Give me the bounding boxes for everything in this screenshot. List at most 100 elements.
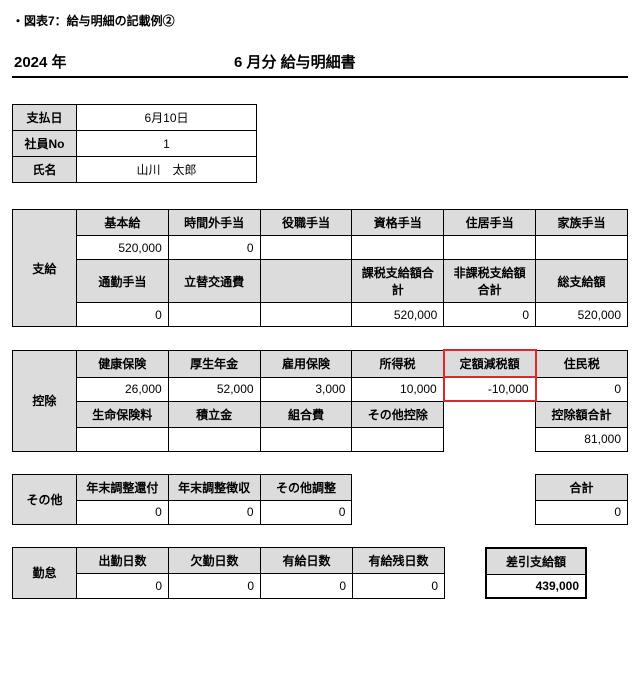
- col-header: 出勤日数: [77, 547, 169, 574]
- cell-value: [444, 236, 536, 260]
- col-header: 総支給額: [536, 260, 628, 303]
- table-row: その他 年末調整還付 年末調整徴収 その他調整 合計: [13, 474, 628, 500]
- cell-value: 520,000: [76, 236, 168, 260]
- empty-cell: [352, 474, 444, 500]
- col-header: 住民税: [536, 350, 628, 377]
- col-header: 住居手当: [444, 210, 536, 236]
- emp-no-value: 1: [77, 131, 257, 157]
- table-row: 支払日 6月10日: [13, 105, 257, 131]
- cell-value: 52,000: [168, 377, 260, 401]
- cell-value: [260, 427, 352, 451]
- cell-value: 0: [260, 500, 352, 524]
- net-pay-value: 439,000: [486, 574, 586, 598]
- col-header: 基本給: [76, 210, 168, 236]
- empty-cell: [444, 401, 536, 427]
- cell-value: [352, 427, 444, 451]
- cell-value: 0: [76, 303, 168, 327]
- col-header: 時間外手当: [168, 210, 260, 236]
- table-row: 差引支給額: [486, 548, 586, 575]
- employee-info-table: 支払日 6月10日 社員No 1 氏名 山川 太郎: [12, 104, 257, 183]
- col-header: 通勤手当: [76, 260, 168, 303]
- cell-value: 81,000: [536, 427, 628, 451]
- cell-value: 0: [536, 377, 628, 401]
- document-title-bar: 2024 年 6 月分 給与明細書: [12, 47, 628, 78]
- col-header: 所得税: [352, 350, 444, 377]
- col-header: 欠勤日数: [169, 547, 261, 574]
- cell-value: 26,000: [76, 377, 168, 401]
- cell-value: 0: [76, 500, 168, 524]
- deductions-category-label: 控除: [13, 350, 77, 451]
- col-header: 有給残日数: [353, 547, 445, 574]
- other-category-label: その他: [13, 474, 77, 524]
- pay-date-value: 6月10日: [77, 105, 257, 131]
- col-header: 健康保険: [76, 350, 168, 377]
- col-header: [260, 260, 352, 303]
- table-row: 0 520,000 0 520,000: [13, 303, 628, 327]
- col-header: 非課税支給額合計: [444, 260, 536, 303]
- col-header: 課税支給額合計: [352, 260, 444, 303]
- cell-value: [76, 427, 168, 451]
- table-row: 支給 基本給 時間外手当 役職手当 資格手当 住居手当 家族手当: [13, 210, 628, 236]
- table-row: 81,000: [13, 427, 628, 451]
- col-header: 厚生年金: [168, 350, 260, 377]
- emp-no-label: 社員No: [13, 131, 77, 157]
- bottom-row: 勤怠 出勤日数 欠勤日数 有給日数 有給残日数 0 0 0 0 差引支給額 43…: [12, 547, 628, 600]
- emp-name-label: 氏名: [13, 157, 77, 183]
- cell-value: [168, 303, 260, 327]
- col-header: 有給日数: [261, 547, 353, 574]
- col-header: 資格手当: [352, 210, 444, 236]
- empty-cell: [444, 474, 536, 500]
- cell-value: 10,000: [352, 377, 444, 401]
- cell-value: [260, 303, 352, 327]
- col-header: 立替交通費: [168, 260, 260, 303]
- cell-value: 0: [77, 574, 169, 599]
- col-header: 年末調整徴収: [168, 474, 260, 500]
- table-row: 氏名 山川 太郎: [13, 157, 257, 183]
- col-header: 役職手当: [260, 210, 352, 236]
- payments-table: 支給 基本給 時間外手当 役職手当 資格手当 住居手当 家族手当 520,000…: [12, 209, 628, 327]
- payments-category-label: 支給: [13, 210, 77, 327]
- cell-value: 520,000: [352, 303, 444, 327]
- attendance-category-label: 勤怠: [13, 547, 77, 599]
- cell-value: 520,000: [536, 303, 628, 327]
- table-row: 控除 健康保険 厚生年金 雇用保険 所得税 定額減税額 住民税: [13, 350, 628, 377]
- col-header: 組合費: [260, 401, 352, 427]
- col-header: 合計: [536, 474, 628, 500]
- table-row: 520,000 0: [13, 236, 628, 260]
- col-header-highlight: 定額減税額: [444, 350, 536, 377]
- cell-value: 0: [353, 574, 445, 599]
- empty-cell: [444, 500, 536, 524]
- table-row: 0 0 0 0: [13, 574, 445, 599]
- col-header: 家族手当: [536, 210, 628, 236]
- cell-value: [168, 427, 260, 451]
- cell-value: [536, 236, 628, 260]
- net-pay-table: 差引支給額 439,000: [485, 547, 587, 600]
- empty-cell: [352, 500, 444, 524]
- col-header: 年末調整還付: [76, 474, 168, 500]
- cell-value: 0: [444, 303, 536, 327]
- deductions-table: 控除 健康保険 厚生年金 雇用保険 所得税 定額減税額 住民税 26,000 5…: [12, 349, 628, 452]
- table-row: 26,000 52,000 3,000 10,000 -10,000 0: [13, 377, 628, 401]
- cell-value: 0: [168, 236, 260, 260]
- col-header: 積立金: [168, 401, 260, 427]
- table-row: 勤怠 出勤日数 欠勤日数 有給日数 有給残日数: [13, 547, 445, 574]
- cell-value: 0: [261, 574, 353, 599]
- cell-value: [352, 236, 444, 260]
- cell-value: 0: [169, 574, 261, 599]
- table-row: 生命保険料 積立金 組合費 その他控除 控除額合計: [13, 401, 628, 427]
- table-row: 社員No 1: [13, 131, 257, 157]
- cell-value: 3,000: [260, 377, 352, 401]
- col-header: 雇用保険: [260, 350, 352, 377]
- cell-value: [260, 236, 352, 260]
- col-header: 生命保険料: [76, 401, 168, 427]
- empty-cell: [444, 427, 536, 451]
- figure-caption: ・図表7：給与明細の記載例②: [12, 12, 628, 29]
- attendance-table: 勤怠 出勤日数 欠勤日数 有給日数 有給残日数 0 0 0 0: [12, 547, 445, 600]
- cell-value: 0: [168, 500, 260, 524]
- title-month: 6 月分 給与明細書: [194, 51, 626, 72]
- cell-value-highlight: -10,000: [444, 377, 536, 401]
- table-row: 439,000: [486, 574, 586, 598]
- emp-name-value: 山川 太郎: [77, 157, 257, 183]
- cell-value: 0: [536, 500, 628, 524]
- title-year: 2024 年: [14, 51, 194, 72]
